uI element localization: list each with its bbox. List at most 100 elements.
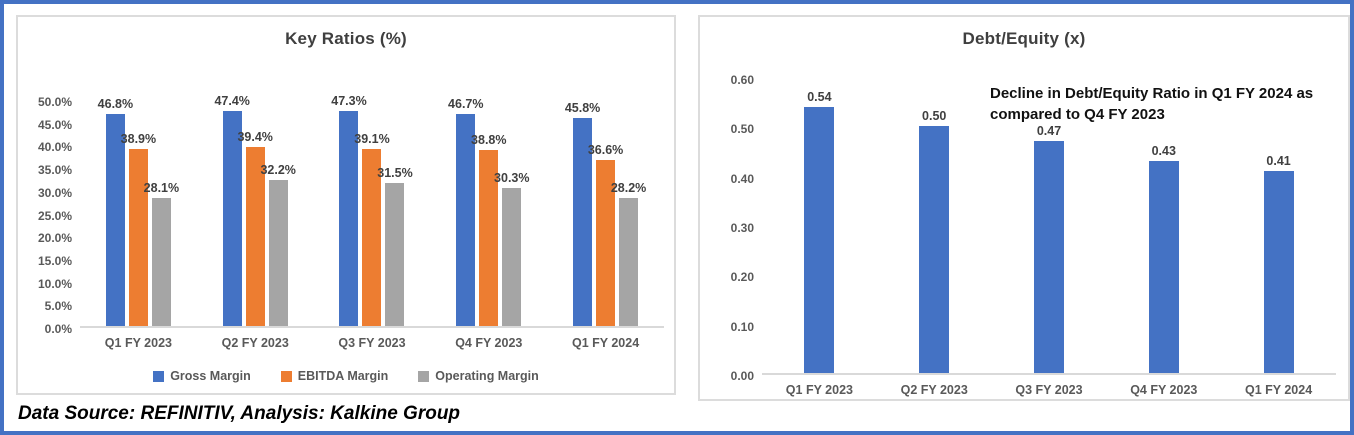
x-category-label: Q2 FY 2023 [221, 336, 289, 350]
bar-value-label: 45.8% [564, 101, 601, 116]
y-tick-label: 50.0% [37, 95, 72, 109]
bar-group: 0.47 [992, 79, 1107, 373]
bar-group: 0.54 [762, 79, 877, 373]
bar-group: 0.41 [1221, 79, 1336, 373]
y-tick-label: 40.0% [37, 140, 72, 155]
bar-group: 47.3% 39.1% 31.5% [314, 94, 431, 326]
bar: 0.43 [1148, 144, 1179, 373]
x-category-label: Q1 FY 2023 [104, 336, 172, 350]
debt-equity-chart-title: Debt/Equity (x) [962, 29, 1086, 48]
y-tick-label: 0.50 [730, 122, 754, 137]
bar: 39.4% [237, 130, 273, 326]
bar-value-label: 28.2% [610, 180, 647, 195]
bar-value-label: 0.50 [922, 109, 947, 124]
legend-label: Gross Margin [170, 369, 251, 383]
y-axis: 0.00 0.10 0.20 0.30 0.40 0.50 0.60 [710, 73, 762, 383]
bar-value-label: 38.9% [120, 132, 157, 147]
data-source-note: Data Source: REFINITIV, Analysis: Kalkin… [18, 403, 461, 424]
legend: Gross Margin EBITDA Margin Operating Margi… [18, 369, 674, 383]
y-axis: 0.0% 5.0% 10.0% 15.0% 20.0% 25.0% 30.0% 35.0% 40… [28, 95, 80, 336]
legend-item: EBITDA Margin [280, 369, 389, 383]
y-tick-label: 45.0% [37, 117, 72, 132]
bar-group: 46.7% 38.8% 30.3% [430, 97, 547, 326]
bar-value-label: 38.8% [471, 132, 507, 147]
bar: 28.2% [611, 181, 646, 326]
y-tick-label: 25.0% [37, 208, 72, 223]
x-axis-labels: Q1 FY 2023 Q2 FY 2023 Q3 FY 2023 Q4 FY 2023… [80, 336, 664, 350]
bar: 46.8% [98, 97, 133, 326]
legend-swatch-icon [153, 370, 165, 382]
debt-equity-plot-row: 0.00 0.10 0.20 0.30 0.40 0.50 0.60 Decline in … [710, 73, 1336, 383]
bar-value-label: 31.5% [377, 166, 413, 180]
y-tick-label: 10.0% [37, 276, 72, 291]
y-tick-label: 0.00 [730, 369, 754, 383]
x-category-label: Q1 FY 2024 [571, 336, 640, 350]
x-category-label: Q4 FY 2023 [455, 336, 523, 350]
bar: 46.7% [448, 97, 484, 326]
bar-value-label: 39.4% [237, 130, 273, 145]
legend-item: Gross Margin [153, 369, 251, 383]
key-ratios-chart: Key Ratios (%) 0.0% 5.0% 10.0% 15.0% 20.0% 25… [16, 15, 676, 395]
y-tick-label: 5.0% [44, 299, 72, 314]
bar-value-label: 0.47 [1036, 124, 1062, 139]
chart-annotation: Decline in Debt/Equity Ratio in Q1 FY 20… [990, 85, 1314, 123]
bar-value-label: 46.7% [448, 96, 484, 111]
bar: 30.3% [494, 171, 530, 326]
bar: 28.1% [144, 181, 179, 326]
x-category-label: Q3 FY 2023 [1015, 383, 1083, 397]
bar: 0.41 [1263, 154, 1294, 373]
bar: 0.47 [1033, 124, 1064, 373]
plot-area: 46.8% 38.9% 28.1% 47.4% 39.4% 32.2% 47.3% 39.1%… [80, 94, 664, 328]
y-tick-label: 0.30 [730, 221, 754, 235]
bar-value-label: 39.1% [354, 131, 390, 146]
x-category-label: Q3 FY 2023 [338, 336, 406, 350]
y-tick-label: 0.10 [730, 319, 754, 334]
bar: 38.9% [121, 132, 156, 326]
bar-value-label: 0.41 [1266, 153, 1291, 168]
bar: 31.5% [377, 166, 413, 326]
x-category-label: Q4 FY 2023 [1130, 383, 1198, 397]
y-tick-label: 35.0% [37, 163, 72, 178]
legend-label: Operating Margin [435, 369, 539, 383]
bar-value-label: 47.4% [214, 93, 250, 108]
bar-value-label: 0.54 [807, 89, 832, 104]
bar: 47.3% [331, 94, 367, 326]
legend-swatch-icon [280, 370, 292, 382]
bar-value-label: 28.1% [143, 181, 180, 196]
bar: 38.8% [471, 133, 507, 326]
bar: 0.54 [804, 90, 835, 373]
debt-equity-chart: Debt/Equity (x) 0.00 0.10 0.20 0.30 0.40 0.50… [698, 15, 1350, 401]
bar-value-label: 32.2% [260, 162, 296, 177]
x-category-label: Q1 FY 2024 [1244, 383, 1313, 397]
bar: 47.4% [214, 94, 250, 326]
x-category-label: Q1 FY 2023 [785, 383, 853, 397]
key-ratios-plot-row: 0.0% 5.0% 10.0% 15.0% 20.0% 25.0% 30.0% 35.0% 40… [28, 94, 664, 336]
y-tick-label: 30.0% [37, 185, 72, 200]
x-axis-labels: Q1 FY 2023 Q2 FY 2023 Q3 FY 2023 Q4 FY 2023… [762, 383, 1336, 397]
y-tick-label: 0.0% [44, 322, 72, 336]
bar-value-label: 46.8% [97, 96, 134, 111]
x-category-label: Q2 FY 2023 [900, 383, 968, 397]
y-tick-label: 15.0% [37, 253, 72, 268]
legend-label: EBITDA Margin [297, 369, 389, 383]
plot-area: Decline in Debt/Equity Ratio in Q1 FY 20… [762, 79, 1336, 375]
bar: 32.2% [260, 163, 296, 326]
bar: 39.1% [354, 132, 390, 326]
y-tick-label: 0.40 [730, 171, 754, 186]
bar-group: 46.8% 38.9% 28.1% [80, 97, 197, 326]
bar-value-label: 47.3% [331, 94, 367, 109]
bar-value-label: 36.6% [587, 142, 624, 157]
bar: 0.50 [919, 109, 950, 373]
key-ratios-chart-title: Key Ratios (%) [285, 29, 407, 48]
y-tick-label: 20.0% [37, 231, 72, 246]
bar: 36.6% [588, 143, 623, 326]
bar-group: 0.43 [1106, 79, 1221, 373]
bar-value-label: 0.43 [1151, 143, 1176, 158]
legend-swatch-icon [418, 370, 430, 382]
bar-group: 0.50 [877, 79, 992, 373]
bar: 45.8% [565, 101, 600, 326]
y-tick-label: 0.60 [730, 73, 754, 87]
legend-item: Operating Margin [418, 369, 539, 383]
y-tick-label: 0.20 [730, 270, 754, 285]
